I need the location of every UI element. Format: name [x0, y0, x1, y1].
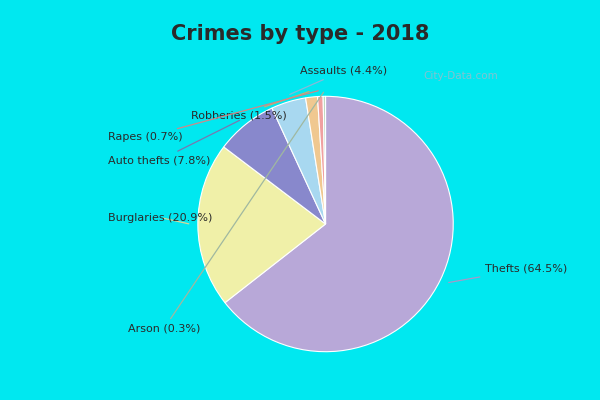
Text: Assaults (4.4%): Assaults (4.4%): [290, 66, 387, 94]
Wedge shape: [272, 98, 326, 224]
Text: Arson (0.3%): Arson (0.3%): [128, 92, 323, 334]
Wedge shape: [317, 96, 326, 224]
Text: Crimes by type - 2018: Crimes by type - 2018: [171, 24, 429, 44]
Wedge shape: [198, 147, 326, 303]
Wedge shape: [305, 96, 326, 224]
Wedge shape: [323, 96, 326, 224]
Text: Rapes (0.7%): Rapes (0.7%): [109, 91, 318, 142]
Wedge shape: [224, 108, 326, 224]
Text: Thefts (64.5%): Thefts (64.5%): [449, 264, 568, 282]
Text: Burglaries (20.9%): Burglaries (20.9%): [109, 213, 213, 224]
Wedge shape: [225, 96, 453, 352]
Text: Auto thefts (7.8%): Auto thefts (7.8%): [109, 120, 239, 165]
Text: City-Data.com: City-Data.com: [423, 71, 498, 81]
Text: Robberies (1.5%): Robberies (1.5%): [191, 92, 309, 120]
